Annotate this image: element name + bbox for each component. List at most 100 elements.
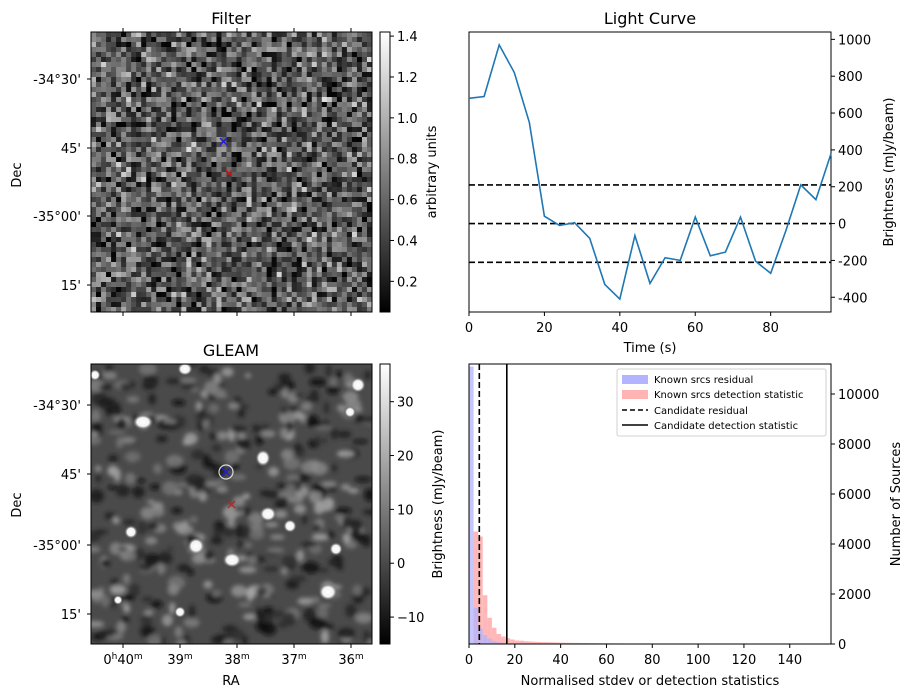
filter-pixel <box>291 57 298 63</box>
filter-pixel <box>146 307 152 313</box>
filter-pixel <box>101 292 107 298</box>
filter-pixel <box>336 202 343 208</box>
filter-pixel <box>136 87 142 93</box>
filter-pixel <box>226 57 232 63</box>
filter-pixel <box>171 182 177 188</box>
filter-pixel <box>311 237 318 243</box>
filter-pixel <box>156 232 162 238</box>
filter-pixel <box>131 252 137 258</box>
filter-pixel <box>241 192 247 198</box>
filter-pixel <box>161 157 167 163</box>
filter-pixel <box>351 32 358 38</box>
filter-pixel <box>96 302 102 308</box>
filter-pixel <box>221 117 227 123</box>
filter-pixel <box>231 262 237 268</box>
filter-pixel <box>341 77 348 83</box>
filter-pixel <box>336 167 343 173</box>
filter-pixel <box>106 207 112 213</box>
filter-pixel <box>221 242 227 248</box>
filter-pixel <box>201 202 207 208</box>
filter-pixel <box>91 107 97 113</box>
filter-pixel <box>201 282 207 288</box>
filter-pixel <box>181 62 187 68</box>
filter-pixel <box>316 227 323 233</box>
filter-pixel <box>296 42 303 48</box>
lightcurve-ytick-label: 800 <box>838 70 863 85</box>
filter-pixel <box>91 42 97 48</box>
filter-pixel <box>151 52 157 58</box>
filter-pixel <box>256 307 263 313</box>
filter-pixel <box>226 222 232 228</box>
filter-pixel <box>301 122 308 128</box>
filter-pixel <box>336 217 343 223</box>
filter-pixel <box>151 212 157 218</box>
detection-bar <box>565 642 570 644</box>
gleam-texture <box>237 541 245 547</box>
filter-pixel <box>101 262 107 268</box>
filter-pixel <box>341 307 348 313</box>
filter-pixel <box>226 307 232 313</box>
filter-pixel <box>131 67 137 73</box>
filter-pixel <box>206 77 212 83</box>
gleam-texture <box>293 504 306 514</box>
filter-pixel <box>366 137 373 143</box>
filter-pixel <box>251 92 257 98</box>
filter-pixel <box>196 32 202 38</box>
gleam-texture <box>237 433 247 439</box>
detection-bar <box>491 627 497 644</box>
filter-pixel <box>96 182 102 188</box>
filter-pixel <box>281 112 288 118</box>
filter-pixel <box>221 102 227 108</box>
filter-pixel <box>136 247 142 253</box>
filter-pixel <box>216 302 222 308</box>
filter-pixel <box>221 142 227 148</box>
filter-pixel <box>331 252 338 258</box>
filter-pixel <box>201 142 207 148</box>
filter-pixel <box>311 162 318 168</box>
filter-pixel <box>346 257 353 263</box>
filter-pixel <box>161 92 167 98</box>
filter-pixel <box>181 102 187 108</box>
filter-pixel <box>201 237 207 243</box>
filter-pixel <box>296 67 303 73</box>
filter-pixel <box>231 247 237 253</box>
filter-pixel <box>286 242 293 248</box>
filter-pixel <box>211 72 217 78</box>
filter-pixel <box>351 297 358 303</box>
filter-pixel <box>211 262 217 268</box>
filter-pixel <box>216 52 222 58</box>
filter-pixel <box>261 292 268 298</box>
filter-pixel <box>111 57 117 63</box>
filter-pixel <box>136 67 142 73</box>
filter-pixel <box>336 267 343 273</box>
filter-pixel <box>271 242 278 248</box>
filter-pixel <box>276 217 283 223</box>
filter-pixel <box>131 117 137 123</box>
filter-pixel <box>356 62 363 68</box>
filter-pixel <box>221 282 227 288</box>
filter-pixel <box>111 307 117 313</box>
filter-pixel <box>156 227 162 233</box>
filter-pixel <box>316 297 323 303</box>
filter-pixel <box>181 217 187 223</box>
filter-pixel <box>101 152 107 158</box>
filter-pixel <box>131 167 137 173</box>
filter-pixel <box>126 102 132 108</box>
filter-pixel <box>266 177 273 183</box>
filter-pixel <box>141 112 147 118</box>
filter-pixel <box>331 147 338 153</box>
gleam-texture <box>224 450 240 464</box>
filter-pixel <box>296 57 303 63</box>
filter-pixel <box>341 287 348 293</box>
filter-pixel <box>271 297 278 303</box>
filter-pixel <box>106 47 112 53</box>
filter-pixel <box>261 197 268 203</box>
filter-pixel <box>286 307 293 313</box>
filter-pixel <box>316 207 323 213</box>
filter-pixel <box>116 132 122 138</box>
filter-pixel <box>301 47 308 53</box>
filter-pixel <box>156 57 162 63</box>
filter-pixel <box>216 162 222 168</box>
filter-pixel <box>256 247 263 253</box>
filter-pixel <box>301 62 308 68</box>
